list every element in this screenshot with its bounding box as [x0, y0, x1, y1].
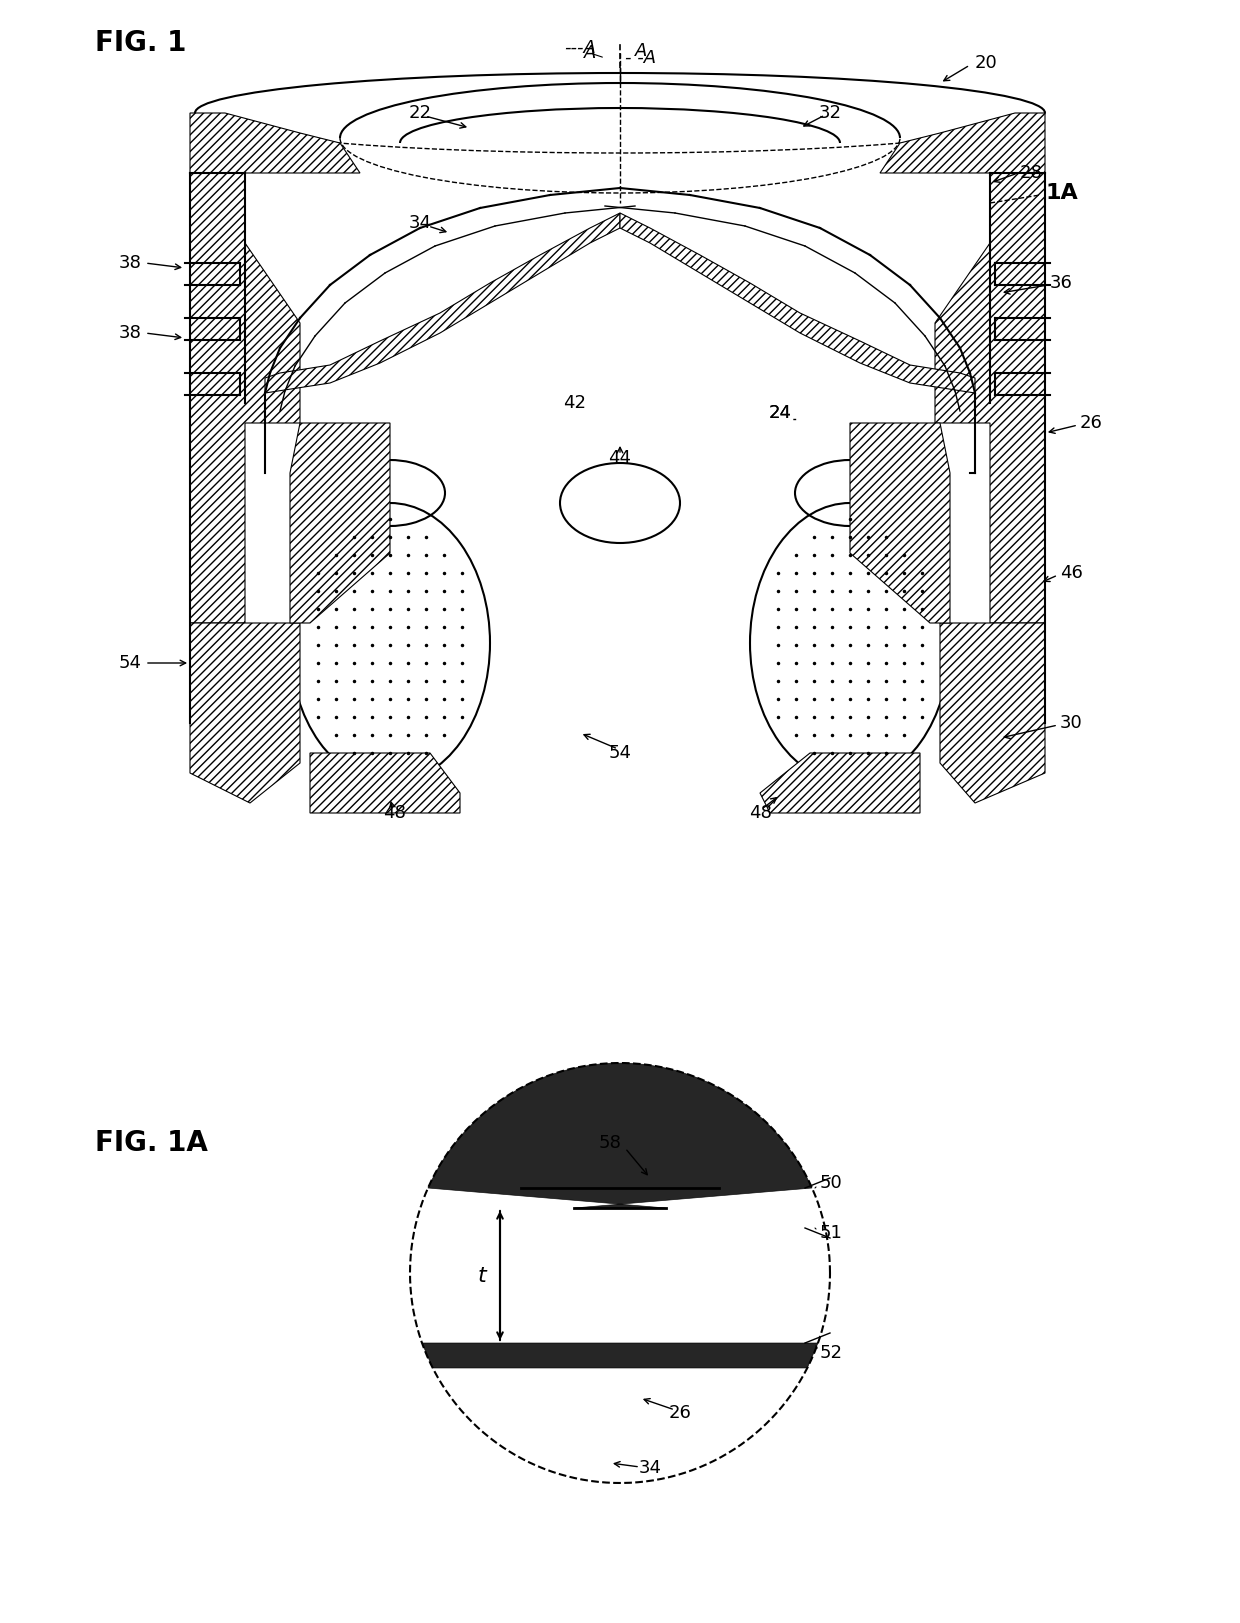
Text: 26: 26 [668, 1404, 692, 1422]
Polygon shape [290, 424, 391, 623]
Text: 48: 48 [749, 803, 771, 821]
Text: 38: 38 [119, 255, 141, 273]
Text: A: A [584, 44, 596, 62]
Text: 51: 51 [820, 1224, 843, 1242]
Text: FIG. 1: FIG. 1 [95, 29, 186, 57]
Polygon shape [880, 114, 1045, 174]
Text: FIG. 1A: FIG. 1A [95, 1130, 208, 1157]
Text: 58: 58 [599, 1134, 621, 1152]
Polygon shape [190, 114, 360, 174]
Text: 44: 44 [609, 450, 631, 467]
Polygon shape [265, 213, 620, 393]
Text: 36: 36 [1050, 274, 1073, 292]
Text: 38: 38 [119, 325, 141, 342]
Text: 34: 34 [408, 214, 432, 232]
Text: 48: 48 [383, 803, 407, 821]
Polygon shape [935, 174, 1045, 623]
Text: A: A [635, 42, 647, 60]
Text: 1A: 1A [1045, 183, 1078, 203]
Polygon shape [428, 1063, 812, 1208]
Ellipse shape [750, 503, 950, 782]
Polygon shape [190, 623, 300, 803]
Polygon shape [422, 1342, 818, 1368]
Text: 24: 24 [769, 404, 791, 422]
Text: 54: 54 [609, 743, 631, 763]
Text: 30: 30 [1060, 714, 1083, 732]
Text: 20: 20 [975, 54, 998, 71]
Ellipse shape [290, 503, 490, 782]
Text: 52: 52 [820, 1344, 843, 1362]
Text: 54: 54 [119, 654, 141, 672]
Text: t: t [477, 1266, 486, 1285]
Text: - -A: - -A [625, 49, 656, 67]
Text: 32: 32 [818, 104, 842, 122]
Text: 42: 42 [563, 394, 587, 412]
Text: ---A: ---A [564, 39, 596, 57]
Polygon shape [620, 213, 975, 393]
Polygon shape [310, 753, 460, 813]
Polygon shape [940, 623, 1045, 803]
Text: 22: 22 [408, 104, 432, 122]
Polygon shape [190, 174, 300, 623]
Polygon shape [849, 424, 950, 623]
Text: 24: 24 [769, 404, 791, 422]
Text: 28: 28 [1021, 164, 1043, 182]
Polygon shape [760, 753, 920, 813]
Text: 50: 50 [820, 1173, 843, 1191]
Text: 46: 46 [1060, 565, 1083, 583]
Text: 34: 34 [639, 1459, 661, 1477]
Text: 26: 26 [1080, 414, 1102, 432]
